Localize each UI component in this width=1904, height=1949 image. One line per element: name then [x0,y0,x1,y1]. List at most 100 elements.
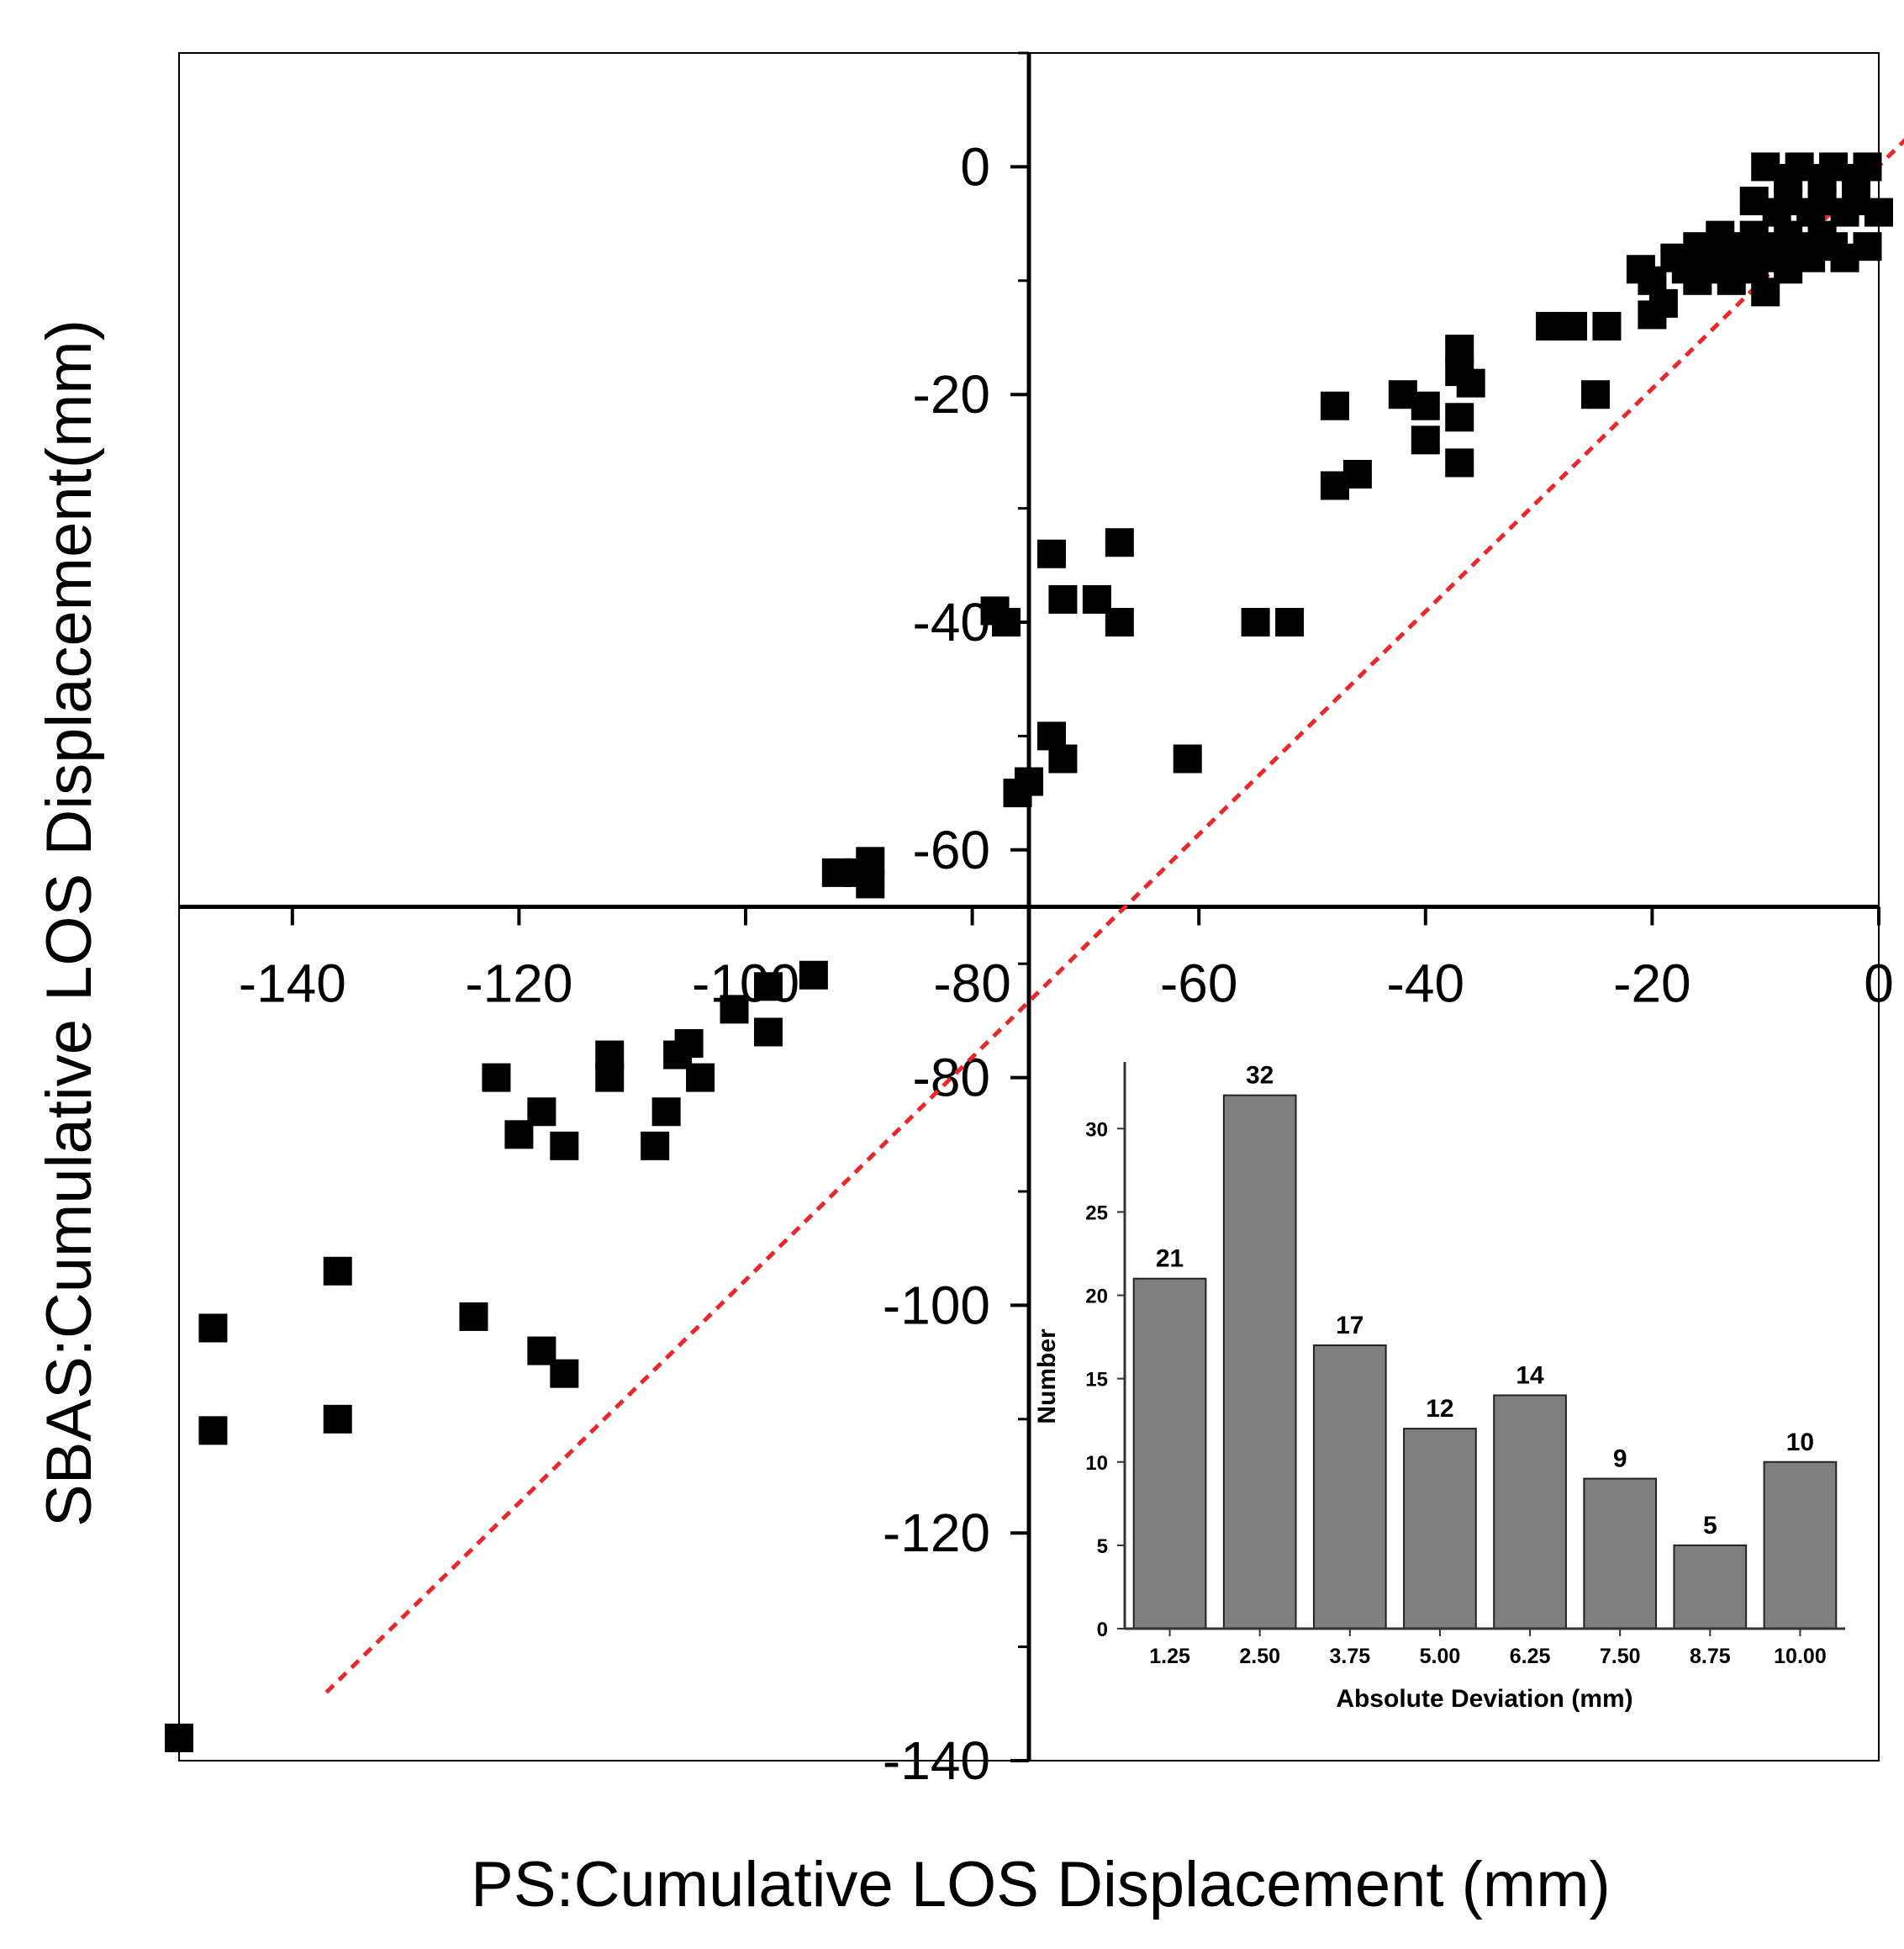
histogram-data-label: 5 [1703,1512,1717,1540]
histogram-data-label: 9 [1613,1445,1627,1473]
histogram-x-tick-label: 5.00 [1420,1645,1461,1668]
scatter-point [1638,300,1667,330]
y-tick-label: -20 [913,364,991,425]
histogram-data-label: 21 [1156,1245,1184,1273]
scatter-point [1683,266,1712,295]
histogram-data-label: 12 [1426,1395,1453,1423]
y-tick-label: 0 [960,136,990,197]
y-tick-label: -80 [913,1048,991,1108]
scatter-points [165,152,1893,1752]
scatter-point [992,608,1021,636]
scatter-point [821,858,851,887]
histogram-bar [1493,1394,1567,1629]
scatter-point [1105,608,1134,636]
histogram-x-tick-label: 1.25 [1149,1645,1190,1668]
histogram-bar [1403,1428,1477,1630]
scatter-point [1275,608,1305,636]
y-tick-label: -40 [913,592,991,652]
scatter-point [1830,243,1859,272]
histogram-y-tick-label: 15 [1085,1369,1108,1392]
scatter-point [1411,391,1440,420]
scatter-point [1173,744,1202,774]
x-tick-label: -40 [1387,953,1465,1014]
scatter-point [323,1256,352,1286]
scatter-point [1320,391,1349,420]
histogram-y-ticks: 0 5 10 15 20 25 30 [1085,1118,1125,1641]
x-tick-label: -60 [1160,953,1238,1014]
scatter-point [459,1302,488,1331]
histogram-bar [1312,1344,1387,1629]
histogram-y-tick-label: 10 [1085,1452,1108,1475]
histogram-bar [1222,1094,1297,1630]
scatter-point [323,1404,352,1434]
scatter-point [720,995,749,1024]
x-tick-label: 0 [1864,953,1894,1014]
y-tick-label: -140 [883,1730,990,1791]
y-axis-ticks: 0 -20 -40 -60 -80 -100 -120 -140 [883,51,1029,1791]
scatter-point [550,1359,579,1388]
scatter-point [1445,448,1474,478]
y-tick-label: -100 [883,1275,990,1335]
scatter-point [1445,403,1474,432]
scatter-point [1751,277,1780,307]
histogram-data-label: 10 [1786,1429,1814,1456]
scatter-point [1048,584,1078,614]
scatter-point [504,1120,534,1149]
scatter-point [753,1017,783,1047]
histogram-x-tick-label: 2.50 [1239,1645,1280,1668]
histogram-x-ticks: 1.25 2.50 3.75 5.00 6.25 7.50 8.75 10.00 [1149,1629,1827,1668]
histogram-bars: 21 32 17 12 14 9 5 10 [1132,1062,1838,1630]
scatter-point [686,1063,715,1092]
x-axis-label: PS:Cumulative LOS Displacement (mm) [471,1849,1611,1920]
scatter-point [550,1131,579,1160]
scatter-point [1048,744,1078,774]
histogram-bar [1763,1460,1838,1629]
x-tick-label: -140 [239,953,346,1014]
histogram-y-axis-label: Number [1033,1328,1061,1424]
inset-histogram: 21 32 17 12 14 9 5 10 0 5 10 15 20 25 30 1.25 2.50 3.75… [1033,1062,1845,1713]
y-axis-label: SBAS:Cumulative LOS Displacement(mm) [34,320,105,1527]
scatter-point [1320,471,1349,500]
scatter-point [1864,198,1893,227]
histogram-data-label: 17 [1336,1312,1363,1339]
x-axis-ticks: -140 -120 -100 -80 -60 -40 -20 0 [239,906,1894,1014]
scatter-point [482,1063,511,1092]
x-tick-label: -80 [933,953,1011,1014]
scatter-chart: -140 -120 -100 -80 -60 -40 -20 0 0 -20 -40 -60 -80 -… [34,51,1904,1920]
scatter-point [595,1063,625,1092]
scatter-point [799,960,828,990]
scatter-point [641,1131,670,1160]
scatter-point [1036,539,1066,568]
y-tick-label: -120 [883,1503,990,1563]
scatter-point [1717,266,1746,295]
histogram-y-tick-label: 5 [1097,1535,1108,1558]
histogram-x-axis-label: Absolute Deviation (mm) [1336,1685,1632,1713]
x-tick-label: -20 [1613,953,1691,1014]
histogram-bar [1673,1544,1748,1629]
scatter-point [1456,368,1485,398]
one-to-one-reference-line [324,138,1904,1694]
scatter-point [198,1416,228,1445]
scatter-point [1241,608,1270,636]
scatter-point [198,1313,228,1343]
histogram-y-tick-label: 0 [1097,1619,1108,1641]
scatter-point [1003,779,1032,808]
histogram-data-label: 14 [1516,1361,1544,1389]
scatter-point [1559,311,1588,341]
histogram-bar [1583,1477,1658,1630]
scatter-point [1581,380,1610,409]
y-tick-label: -60 [913,820,991,880]
scatter-point [1592,311,1622,341]
scatter-point [651,1097,681,1127]
histogram-x-tick-label: 10.00 [1774,1645,1827,1668]
histogram-data-label: 32 [1246,1062,1274,1090]
histogram-y-tick-label: 20 [1085,1286,1108,1308]
histogram-x-tick-label: 8.75 [1690,1645,1731,1668]
histogram-x-tick-label: 6.25 [1510,1645,1551,1668]
histogram-y-tick-label: 30 [1085,1118,1108,1141]
histogram-y-tick-label: 25 [1085,1202,1108,1224]
x-tick-label: -120 [465,953,572,1014]
scatter-point [1105,528,1134,557]
scatter-point [753,972,783,1001]
